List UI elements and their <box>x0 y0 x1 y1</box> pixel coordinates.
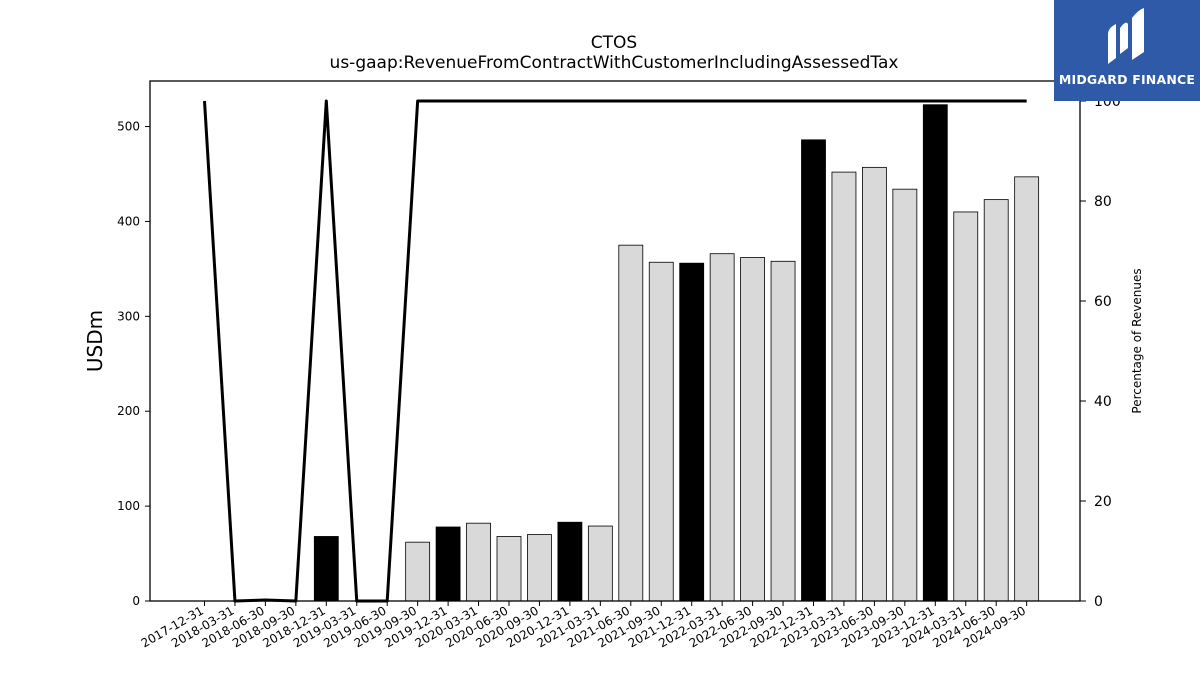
bar <box>466 522 491 602</box>
bar <box>740 257 765 602</box>
plot-frame <box>149 80 1081 602</box>
y-right-tick-label: 40 <box>1094 394 1112 410</box>
bar <box>953 211 979 602</box>
bar <box>892 188 918 602</box>
y-right-tick-label: 80 <box>1094 194 1112 210</box>
y-axis-right-label: Percentage of Revenues <box>1130 268 1144 413</box>
bar <box>435 526 461 602</box>
y-tick-label: 100 <box>117 499 140 513</box>
bar <box>527 534 552 602</box>
logo-text: MIDGARD FINANCE <box>1058 72 1196 87</box>
chart-title: CTOS <box>591 33 637 53</box>
bar <box>862 166 887 602</box>
bar <box>587 525 613 602</box>
bar <box>801 139 826 602</box>
y-tick-label: 400 <box>117 214 140 228</box>
y-right-tick-label: 20 <box>1094 494 1112 510</box>
y-axis-label: USDm <box>83 310 107 372</box>
bar <box>831 171 857 602</box>
y-tick-label: 200 <box>117 404 140 418</box>
bar-series <box>313 104 1040 602</box>
y-tick-label: 0 <box>132 594 140 608</box>
bar <box>313 536 339 602</box>
bar <box>709 253 735 602</box>
bar <box>648 261 674 602</box>
line-series <box>203 99 1027 603</box>
bar <box>557 521 583 602</box>
midgard-logo: MIDGARD FINANCE <box>1054 0 1200 101</box>
chart-subtitle: us-gaap:RevenueFromContractWithCustomerI… <box>330 53 899 73</box>
bar <box>496 536 522 602</box>
y-right-tick-label: 0 <box>1094 594 1103 610</box>
percentage-line <box>203 99 1027 603</box>
bar <box>618 244 644 602</box>
midgard-logo-icon <box>1108 8 1144 64</box>
y-tick-label: 300 <box>117 309 140 323</box>
bar <box>405 541 431 602</box>
bar <box>1014 176 1040 602</box>
bar <box>922 104 948 602</box>
y-right-tick-label: 60 <box>1094 294 1112 310</box>
bar <box>983 199 1009 602</box>
y-tick-label: 500 <box>117 120 140 134</box>
bar <box>770 260 796 602</box>
bar <box>679 262 705 602</box>
